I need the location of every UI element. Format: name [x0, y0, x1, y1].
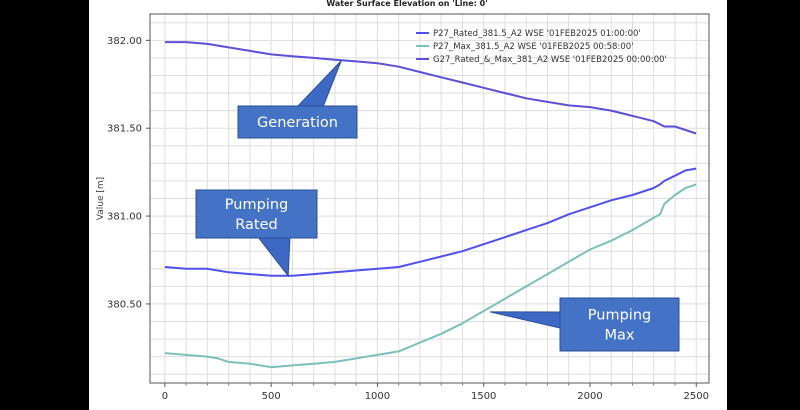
- series-line-2: [164, 183, 697, 369]
- callout-label: Max: [605, 328, 635, 344]
- callout-pointer: [489, 311, 561, 329]
- legend-entry: G27_Rated_&_Max_381_A2 WSE '01FEB2025 00…: [433, 55, 667, 65]
- x-tick-label: 2000: [577, 391, 602, 402]
- x-tick-label: 1500: [471, 391, 496, 402]
- callout-label: Rated: [235, 217, 277, 233]
- legend: P27_Rated_381.5_A2 WSE '01FEB2025 01:00:…: [416, 29, 667, 65]
- callout-box: [559, 297, 680, 352]
- y-tick-label: 381.00: [107, 212, 142, 223]
- callout-label: Pumping: [225, 197, 288, 213]
- callout-pointer: [256, 236, 291, 278]
- series-line-1: [164, 167, 697, 277]
- x-tick-label: 500: [262, 391, 281, 402]
- callout-box: [237, 105, 358, 139]
- x-tick-label: 0: [162, 391, 168, 402]
- chart-title: Water Surface Elevation on 'Line: 0': [326, 0, 487, 8]
- water-surface-elevation-chart: Water Surface Elevation on 'Line: 0' 0 50…: [96, 0, 710, 402]
- callout-label: Generation: [257, 115, 338, 131]
- plot-area-frame: [149, 13, 710, 384]
- chart-panel: Water Surface Elevation on 'Line: 0' 0 50…: [89, 0, 727, 410]
- y-tick-label: 382.00: [107, 36, 142, 47]
- callout-2: Pumping Rated: [195, 189, 318, 278]
- x-tick-label: 2500: [684, 391, 709, 402]
- legend-entry: P27_Rated_381.5_A2 WSE '01FEB2025 01:00:…: [433, 29, 641, 39]
- callout-box: [195, 189, 318, 239]
- y-tick-label: 380.50: [107, 299, 142, 310]
- x-tick-label: 1000: [365, 391, 390, 402]
- series-line-3: [164, 41, 697, 135]
- legend-entry: P27_Max_381.5_A2 WSE '01FEB2025 00:58:00…: [433, 42, 634, 52]
- callout-label: Pumping: [588, 308, 651, 324]
- y-axis-title: Value [m]: [96, 177, 106, 220]
- callout-1: Generation: [237, 60, 358, 139]
- y-tick-label: 381.50: [107, 124, 142, 135]
- callout-3: Pumping Max: [489, 297, 680, 352]
